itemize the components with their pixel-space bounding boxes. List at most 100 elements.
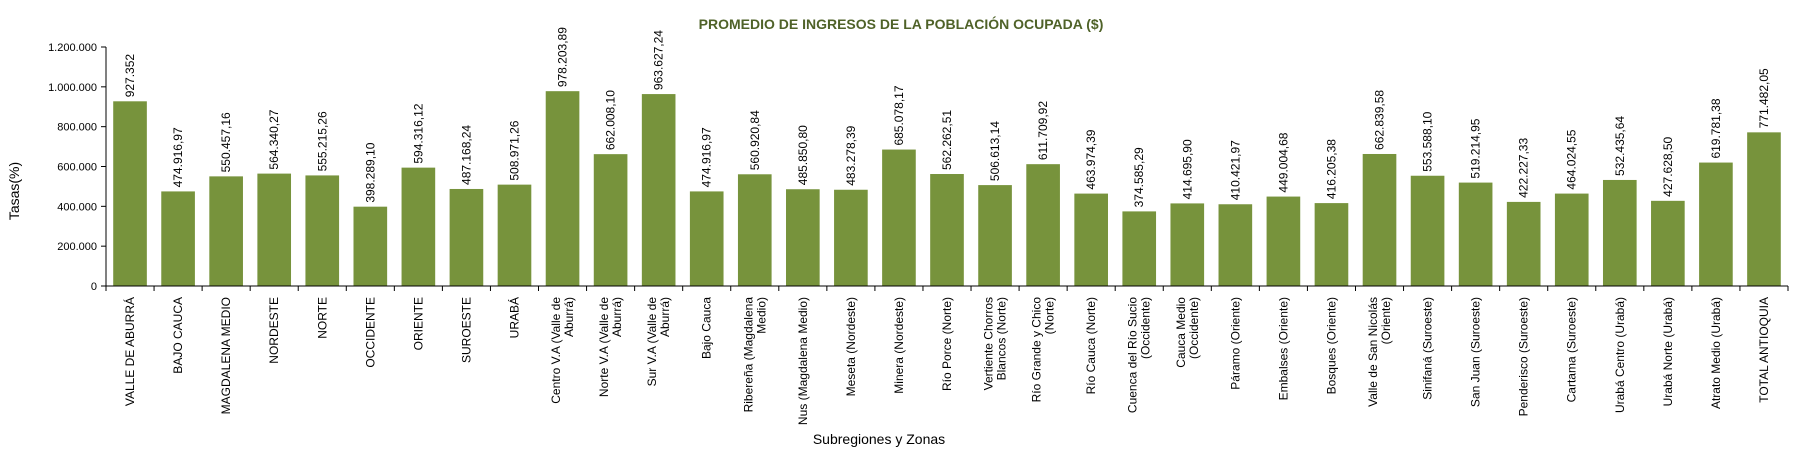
bar bbox=[497, 184, 532, 286]
data-label: 619.781,38 bbox=[1709, 98, 1723, 158]
bars-group: 927.352 474.916,97 550.457,16 564.340,27 555… bbox=[113, 27, 1781, 286]
x-tick-label: Norte V.A (Valle de bbox=[597, 297, 611, 397]
data-label: 474.916,97 bbox=[171, 127, 185, 187]
bar bbox=[1122, 211, 1157, 286]
x-tick-label: Sinifaná (Suroeste) bbox=[1421, 297, 1435, 400]
bar bbox=[1554, 193, 1589, 286]
data-label: 611.709,92 bbox=[1036, 101, 1050, 160]
data-label: 771.482,05 bbox=[1757, 68, 1771, 128]
x-tick-label: VALLE DE ABURRÁ bbox=[122, 297, 137, 406]
x-tick-label: Ribereña (Magdalena bbox=[741, 297, 755, 413]
x-tick-label: NORTE bbox=[315, 297, 329, 339]
bar bbox=[978, 185, 1012, 286]
x-tick-label: OCCIDENTE bbox=[363, 297, 377, 368]
x-tick-label: (Occidente) bbox=[1187, 297, 1201, 359]
data-label: 483.278,39 bbox=[844, 125, 858, 185]
x-tick-label: Meseta (Nordeste) bbox=[844, 297, 858, 396]
bar bbox=[1218, 204, 1253, 286]
bar bbox=[449, 188, 484, 286]
x-tick-label: TOTAL ANTIOQUIA bbox=[1757, 297, 1771, 403]
bar bbox=[1362, 153, 1397, 286]
x-tick-label: MAGDALENA MEDIO bbox=[219, 297, 233, 414]
x-tick-label: Bosques (Oriente) bbox=[1324, 297, 1338, 394]
x-tick-label: Cauca Medio bbox=[1174, 297, 1188, 368]
x-axis-title: Subregiones y Zonas bbox=[813, 431, 945, 447]
y-axis-title: Tasas(%) bbox=[6, 162, 22, 220]
data-label: 487.168,24 bbox=[459, 125, 473, 185]
x-tick-label: (Norte) bbox=[1043, 297, 1057, 334]
data-label: 553.588,10 bbox=[1421, 111, 1435, 171]
data-label: 560.920,84 bbox=[748, 110, 762, 170]
y-tick-label: 800.000 bbox=[57, 122, 97, 134]
bar bbox=[1266, 196, 1301, 286]
data-label: 963.627,24 bbox=[652, 30, 666, 90]
data-label: 508.971,26 bbox=[507, 120, 521, 180]
bar bbox=[786, 189, 820, 286]
x-tick-label: Embalses (Oriente) bbox=[1276, 297, 1290, 400]
data-label: 927.352 bbox=[123, 54, 137, 98]
bar bbox=[593, 154, 628, 286]
x-tick-label: Río Cauca (Norte) bbox=[1084, 297, 1098, 394]
x-tick-label: San Juan (Suroeste) bbox=[1469, 297, 1483, 407]
x-tick-label: Aburrá) bbox=[562, 297, 576, 337]
x-tick-label: (Occidente) bbox=[1139, 297, 1153, 359]
bar bbox=[305, 175, 340, 286]
y-tick-label: 1.200.000 bbox=[48, 42, 97, 54]
data-label: 410.421,97 bbox=[1228, 140, 1242, 200]
data-label: 594.316,12 bbox=[411, 103, 425, 163]
x-tick-label: BAJO CAUCA bbox=[171, 297, 185, 374]
data-label: 662.008,10 bbox=[604, 90, 618, 150]
bar bbox=[401, 167, 436, 286]
data-label: 463.974,39 bbox=[1084, 129, 1098, 189]
data-label: 555.215,26 bbox=[315, 111, 329, 171]
data-label: 374.585,29 bbox=[1132, 147, 1146, 207]
x-tick-label: Río Grande y Chico bbox=[1030, 297, 1044, 403]
y-tick-label: 400.000 bbox=[57, 201, 97, 213]
bar bbox=[641, 94, 676, 286]
x-tick-label: Río Porce (Norte) bbox=[940, 297, 954, 391]
x-tick-label: Vertiente Chorros bbox=[982, 297, 996, 390]
bar bbox=[737, 174, 772, 286]
bar bbox=[834, 189, 868, 286]
x-tick-label: SUROESTE bbox=[459, 297, 473, 363]
bar bbox=[1170, 203, 1205, 286]
bar bbox=[1074, 193, 1108, 286]
x-tick-label: Medio) bbox=[754, 297, 768, 334]
x-tick-label: Minera (Nordeste) bbox=[892, 297, 906, 394]
y-ticks-group: 0 200.000 400.000 600.000 800.000 1.000.000 1.… bbox=[48, 42, 106, 293]
x-tick-label: Urabá Norte (Urabá) bbox=[1661, 297, 1675, 406]
x-tick-label: Urabá Centro (Urabá) bbox=[1613, 297, 1627, 413]
data-label: 519.214,95 bbox=[1469, 118, 1483, 178]
bar bbox=[353, 206, 388, 286]
bar bbox=[1699, 162, 1733, 286]
bar bbox=[1602, 179, 1637, 286]
data-label: 464.024,55 bbox=[1565, 129, 1579, 189]
x-tick-label: Bajo Cauca bbox=[700, 297, 714, 359]
data-label: 414.695,90 bbox=[1180, 139, 1194, 199]
bar bbox=[545, 91, 580, 286]
data-label: 532.435,64 bbox=[1613, 116, 1627, 176]
axes-group bbox=[105, 47, 1789, 291]
bar bbox=[1506, 201, 1541, 286]
data-label: 662.839,58 bbox=[1373, 90, 1387, 150]
bar bbox=[1747, 132, 1781, 286]
bar bbox=[882, 149, 916, 286]
x-tick-label: Páramo (Oriente) bbox=[1228, 297, 1242, 390]
x-tick-label: Cuenca del Río Sucio bbox=[1126, 297, 1140, 413]
y-tick-label: 1.000.000 bbox=[48, 82, 97, 94]
data-label: 427.628,50 bbox=[1661, 136, 1675, 196]
chart-title: PROMEDIO DE INGRESOS DE LA POBLACIÓN OCU… bbox=[699, 15, 1104, 32]
data-label: 474.916,97 bbox=[700, 127, 714, 187]
bar bbox=[1026, 164, 1060, 286]
bar bbox=[257, 173, 292, 286]
data-label: 398.289,10 bbox=[363, 142, 377, 202]
bar bbox=[1314, 203, 1349, 286]
data-label: 449.004,68 bbox=[1276, 132, 1290, 192]
data-label: 422.227,33 bbox=[1517, 138, 1531, 198]
x-tick-label: Centro V.A (Valle de bbox=[549, 297, 563, 404]
data-label: 416.205,38 bbox=[1324, 139, 1338, 199]
x-tick-label: Blancos (Norte) bbox=[995, 297, 1009, 380]
x-tick-label: Cartama (Suroeste) bbox=[1565, 297, 1579, 402]
x-tick-label: Valle de San Nicolás bbox=[1366, 297, 1380, 407]
